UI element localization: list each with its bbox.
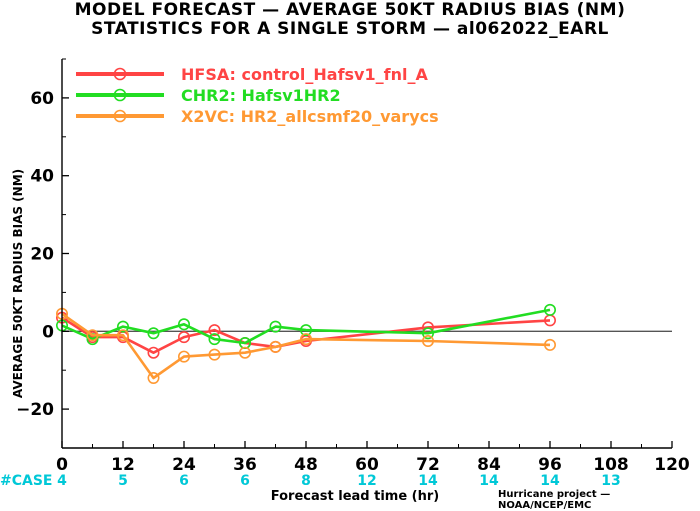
x-tick-label: 72 (416, 455, 440, 475)
data-point (421, 327, 434, 340)
legend-marker (113, 88, 127, 102)
data-point (178, 331, 191, 344)
case-count: 6 (179, 473, 189, 489)
y-tick-label: 40 (30, 167, 54, 187)
x-tick-label: 108 (593, 455, 629, 475)
case-count: 5 (118, 473, 128, 489)
case-count: 12 (357, 473, 376, 489)
data-point (269, 340, 282, 353)
y-tick-label: 60 (30, 89, 54, 109)
data-point (239, 346, 252, 359)
case-row-label: #CASE (0, 473, 53, 489)
data-point (117, 329, 130, 342)
series-line-2 (61, 312, 551, 380)
series-line-0 (61, 316, 551, 355)
series-line-1 (61, 308, 551, 345)
data-point (299, 324, 312, 337)
data-point (178, 350, 191, 363)
legend-label: HFSA: control_Hafsv1_fnl_A (181, 65, 428, 84)
x-tick-label: 12 (111, 455, 135, 475)
chart-subtitle: STATISTICS FOR A SINGLE STORM — al062022… (91, 19, 609, 39)
data-point (147, 327, 160, 340)
y-axis-title: AVERAGE 50KT RADIUS BIAS (NM) (11, 169, 25, 398)
y-tick-label: 0 (42, 322, 54, 342)
data-point (543, 338, 556, 351)
case-count: 8 (301, 473, 311, 489)
data-point (543, 303, 556, 316)
x-tick-label: 96 (538, 455, 562, 475)
data-point (208, 324, 221, 337)
chart-title: MODEL FORECAST — AVERAGE 50KT RADIUS BIA… (74, 0, 626, 20)
data-point (147, 371, 160, 384)
x-tick-label: 24 (172, 455, 196, 475)
x-tick-label: 60 (355, 455, 379, 475)
case-count: 14 (479, 473, 499, 489)
x-tick-label: 84 (477, 455, 501, 475)
x-tick-label: 36 (233, 455, 257, 475)
x-tick-label: 48 (294, 455, 318, 475)
legend-label: CHR2: Hafsv1HR2 (181, 86, 341, 105)
x-tick-label: 0 (56, 455, 68, 475)
data-point (147, 346, 160, 359)
case-count: 14 (418, 473, 438, 489)
data-point (421, 335, 434, 348)
y-tick-label: −20 (16, 400, 54, 420)
legend-marker (113, 109, 127, 123)
case-count: 14 (540, 473, 560, 489)
legend-label: X2VC: HR2_allcsmf20_varycs (181, 107, 439, 126)
y-tick-label: 20 (30, 245, 54, 265)
data-point (208, 348, 221, 361)
case-count: 4 (57, 473, 67, 489)
x-tick-label: 120 (654, 455, 690, 475)
legend-marker (113, 67, 127, 81)
x-axis-title: Forecast lead time (hr) (271, 489, 439, 504)
data-point (178, 318, 191, 331)
data-point (299, 333, 312, 346)
data-point (269, 320, 282, 333)
case-count: 13 (601, 473, 620, 489)
data-point (86, 329, 99, 342)
case-count: 6 (240, 473, 250, 489)
data-point (208, 333, 221, 346)
credit-text: Hurricane project — NOAA/NCEP/EMC (498, 489, 611, 511)
data-point (117, 320, 130, 333)
